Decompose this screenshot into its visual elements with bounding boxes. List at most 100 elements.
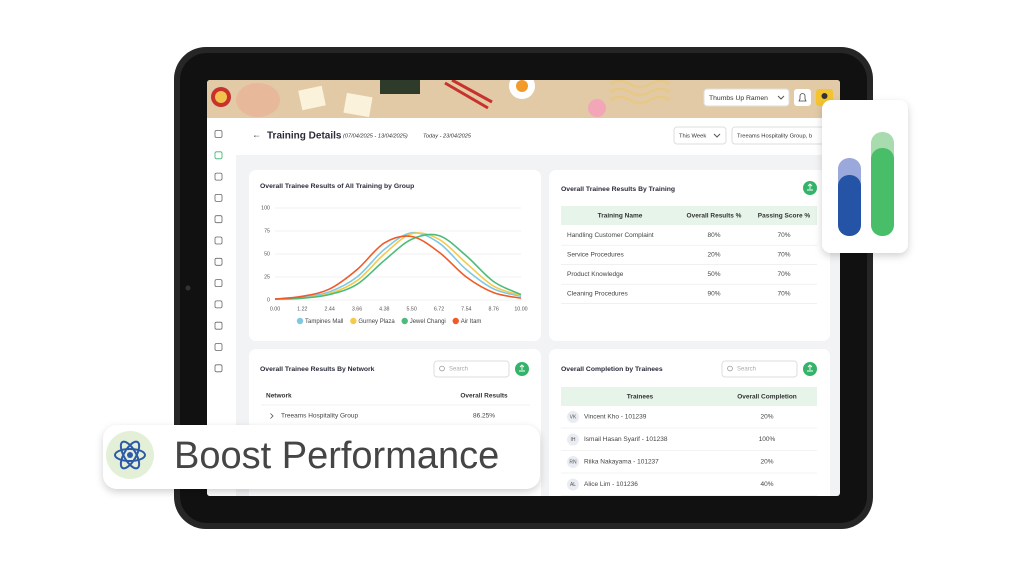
search-icon [439,365,445,372]
card-title: Overall Trainee Results By Network [260,366,375,373]
nav-icon[interactable] [214,279,223,288]
export-icon [519,364,525,372]
column-header: Overall Results % [687,213,742,220]
page-title: Training Details [267,131,342,142]
camera [185,285,191,291]
completion-value: 100% [759,436,776,443]
legend-label: Tampines Mall [305,319,343,325]
y-tick-label: 75 [264,228,270,234]
chart: 0 25 50 75 100 0.00 1.22 2.44 3.66 4.38 5.50 6.72 7.… [261,205,528,325]
network-table: Network Overall Results Treeams Hospitalit… [261,393,530,420]
bar-graphic [871,148,894,236]
logo-inner [215,91,227,103]
y-tick-label: 100 [261,205,270,211]
table-cell: 70% [777,252,790,259]
bars-badge [822,100,908,253]
column-header: Trainees [627,394,654,401]
y-tick-label: 50 [264,251,270,257]
legend-label: Gurney Plaza [358,319,395,325]
nav-icon[interactable] [214,321,223,330]
card-title: Overall Trainee Results By Training [561,186,675,193]
bar-graphic [838,175,861,236]
y-tick-label: 25 [264,274,270,280]
legend-label: Air Itam [461,319,482,325]
completion-value: 40% [760,481,773,488]
column-header: Overall Results [460,393,508,400]
banner-chopstick [451,80,493,104]
column-header: Training Name [598,213,643,220]
bell-button[interactable] [794,89,811,106]
nav-icon[interactable] [214,300,223,309]
search-placeholder: Search [449,367,468,373]
store-name: Thumbs Up Ramen [709,95,768,102]
period: This Week [679,134,706,140]
chevron [777,95,785,100]
table-cell: Handling Customer Complaint [567,232,654,239]
sidebar-icons [214,130,223,373]
back-arrow[interactable]: ← [252,129,261,139]
avatar-circle [567,478,579,491]
banner-yolk [516,80,528,92]
initials: AL [570,482,576,488]
table-cell: 70% [777,271,790,278]
table-cell: 80% [707,232,720,239]
trainee-name: Ismail Hasan Syarif - 101238 [584,436,668,443]
table-cell: Treeams Hospitality Group [281,413,358,420]
search-placeholder: Search [737,367,756,373]
store-select[interactable] [703,88,790,107]
avatar-circle [567,411,579,423]
nav-icon[interactable] [214,193,223,202]
banner-noodles [609,80,671,105]
expand-chevron[interactable] [270,413,274,419]
headline-badge [103,425,540,489]
legend-swatch [296,317,304,325]
banner-tofu [343,92,373,118]
avatar-head [821,93,828,99]
legend-label: Jewel Changi [410,319,446,325]
table-cell: 90% [707,291,720,298]
initials: VK [570,415,577,421]
series-line [274,235,522,300]
atom-core [127,452,133,458]
nav-icon[interactable] [214,151,223,160]
table-cell: 50% [707,271,720,278]
nav-icon[interactable] [214,257,223,266]
x-tick-label: 3.66 [352,306,362,312]
table-cell: 20% [707,252,720,259]
nav-icon[interactable] [214,172,223,181]
nav-icon[interactable] [214,343,223,351]
avatar-circle [567,433,579,446]
export-icon [807,364,813,372]
nav-icon[interactable] [214,364,223,373]
completion-value: 20% [760,459,773,466]
banner-meat [236,83,280,117]
table-cell: Cleaning Procedures [567,291,628,298]
x-tick-label: 7.54 [461,306,471,312]
y-tick-label: 0 [267,297,270,303]
series-line [274,233,522,300]
banner-chopstick [444,81,489,110]
column-header: Passing Score % [758,213,811,220]
trainee-name: Riika Nakayama - 101237 [584,459,659,466]
banner-naruto [588,99,606,117]
table-header [561,206,817,225]
search-box[interactable] [721,360,798,378]
search-box[interactable] [433,360,510,378]
completion-table: Trainees Overall Completion VK Vincent Kho … [561,387,817,496]
export-icon [807,183,813,191]
nav-icon[interactable] [214,130,223,138]
nav-icon[interactable] [214,215,223,224]
x-tick-label: 10.00 [514,306,527,312]
legend-swatch [401,317,408,325]
table-cell: Product Knowledge [567,271,624,278]
table-cell: 70% [777,232,790,239]
x-tick-label: 2.44 [325,306,335,312]
x-tick-label: 6.72 [434,306,444,312]
table-cell: 86.25% [473,413,495,420]
x-tick-label: 0.00 [270,306,280,312]
chart-title: Overall Trainee Results of All Training … [260,183,414,190]
nav-icon[interactable] [214,236,223,245]
avatar-circle [567,456,579,468]
period-select[interactable] [673,126,727,145]
